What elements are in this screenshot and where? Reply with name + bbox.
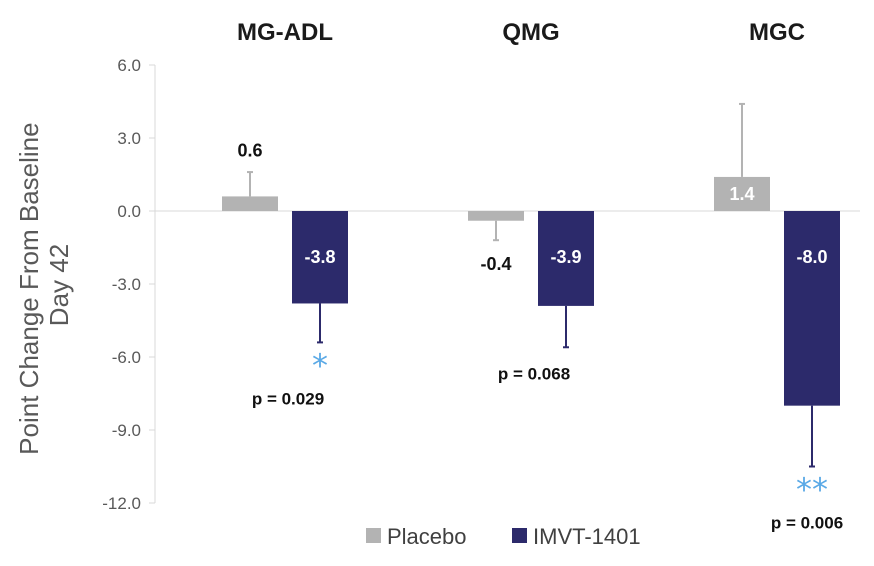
y-tick-label: 0.0 — [117, 202, 141, 221]
legend-swatch-placebo — [366, 528, 381, 543]
y-tick-label: -6.0 — [112, 348, 141, 367]
legend-label-placebo: Placebo — [387, 524, 467, 549]
legend-label-imvt-1401: IMVT-1401 — [533, 524, 641, 549]
data-label: -8.0 — [796, 247, 827, 267]
data-label: -0.4 — [480, 254, 511, 274]
category-title: MG-ADL — [237, 19, 333, 46]
bars — [222, 102, 840, 468]
bar-imvt-1401 — [292, 211, 348, 304]
y-tick-label: 6.0 — [117, 56, 141, 75]
significance-marker: * — [312, 346, 328, 384]
category-title: QMG — [502, 19, 559, 46]
bar-placebo — [468, 211, 524, 221]
y-tick-label: -12.0 — [102, 494, 141, 513]
p-value-label: p = 0.006 — [771, 514, 843, 533]
bar-imvt-1401 — [784, 211, 840, 406]
data-label: 0.6 — [237, 140, 262, 160]
y-axis-label: Point Change From Baseline Day 42 — [14, 115, 74, 455]
p-value-label: p = 0.029 — [252, 389, 324, 408]
legend-swatch-imvt-1401 — [512, 528, 527, 543]
y-axis: 6.0 3.0 0.0 -3.0 -6.0 -9.0 -12.0 — [102, 56, 860, 513]
category-titles: MG-ADL QMG MGC — [237, 19, 805, 46]
bar-placebo — [714, 176, 770, 211]
data-label: -3.9 — [550, 247, 581, 267]
y-tick-label: -3.0 — [112, 275, 141, 294]
data-label: -3.8 — [304, 247, 335, 267]
category-title: MGC — [749, 19, 805, 46]
data-label: 1.4 — [729, 184, 754, 204]
y-axis-label-line2: Day 42 — [44, 244, 74, 326]
y-tick-label: -9.0 — [112, 421, 141, 440]
p-value-label: p = 0.068 — [498, 364, 570, 383]
y-tick-label: 3.0 — [117, 129, 141, 148]
bar-imvt-1401 — [538, 211, 594, 306]
y-axis-label-line1: Point Change From Baseline — [14, 122, 44, 454]
bar-placebo — [222, 196, 278, 211]
legend: Placebo IMVT-1401 — [366, 524, 641, 549]
data-labels: 0.6 -0.4 1.4 -3.8 -3.9 -8.0 * p = 0.029 p = 0.06… — [237, 140, 843, 532]
significance-marker: ** — [796, 471, 828, 509]
